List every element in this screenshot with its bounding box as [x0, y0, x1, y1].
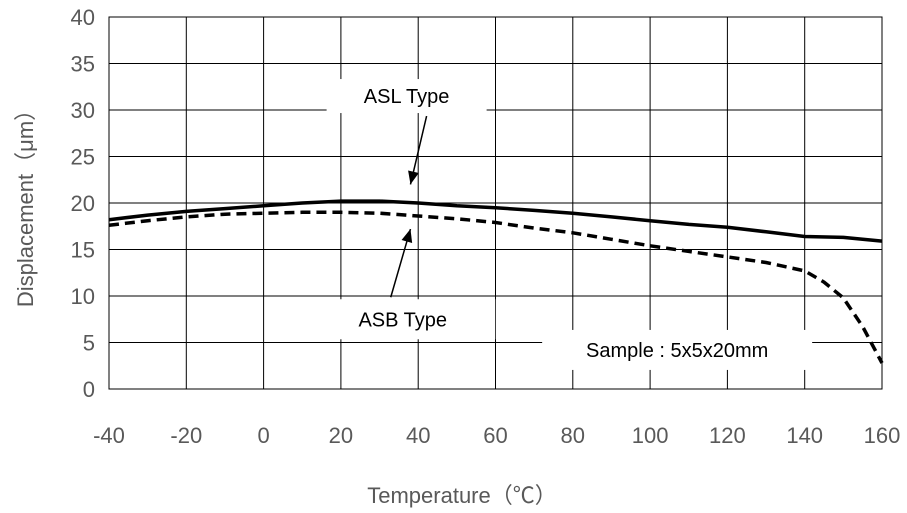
y-tick-label: 5 — [83, 331, 95, 356]
x-tick-label: 140 — [786, 423, 823, 448]
annotation-backgrounds — [310, 79, 813, 370]
y-tick-label: 25 — [71, 145, 95, 170]
x-tick-label: 100 — [632, 423, 669, 448]
x-tick-label: 0 — [257, 423, 269, 448]
annotation-asl-type: ASL Type — [364, 86, 450, 108]
y-tick-label: 30 — [71, 98, 95, 123]
x-tick-label: 80 — [561, 423, 585, 448]
series-lines — [108, 199, 884, 364]
y-tick-label: 20 — [71, 191, 95, 216]
x-tick-label: -20 — [170, 423, 202, 448]
x-tick-label: 20 — [329, 423, 353, 448]
annotation-background — [326, 79, 487, 114]
series-line-asl-type — [108, 199, 883, 243]
y-axis-title: Displacement（μm） — [13, 99, 38, 307]
x-axis-title: Temperature（℃） — [367, 483, 557, 508]
series-line-asb-type — [108, 210, 884, 364]
y-tick-label: 40 — [71, 5, 95, 30]
y-tick-label: 10 — [71, 284, 95, 309]
tick-labels: -40 -20 0 20 40 60 80 100 120 140 160 0 5 10 15 20 25 30 3… — [71, 5, 901, 448]
plot-frame — [108, 16, 883, 390]
annotation-arrowhead — [401, 229, 413, 244]
x-tick-label: 160 — [864, 423, 901, 448]
y-tick-label: 0 — [83, 377, 95, 402]
x-tick-label: 40 — [406, 423, 430, 448]
annotation-asb-type: ASB Type — [358, 309, 447, 331]
annotation-arrowhead — [408, 170, 419, 185]
y-tick-label: 15 — [71, 238, 95, 263]
y-tick-label: 35 — [71, 52, 95, 77]
annotation-background — [310, 299, 496, 340]
annotation-arrows — [390, 115, 428, 298]
annotation-sample-size: Sample : 5x5x20mm — [586, 340, 768, 362]
x-tick-label: 120 — [709, 423, 746, 448]
x-tick-label: 60 — [483, 423, 507, 448]
x-tick-label: -40 — [93, 423, 125, 448]
annotation-background — [542, 329, 813, 370]
